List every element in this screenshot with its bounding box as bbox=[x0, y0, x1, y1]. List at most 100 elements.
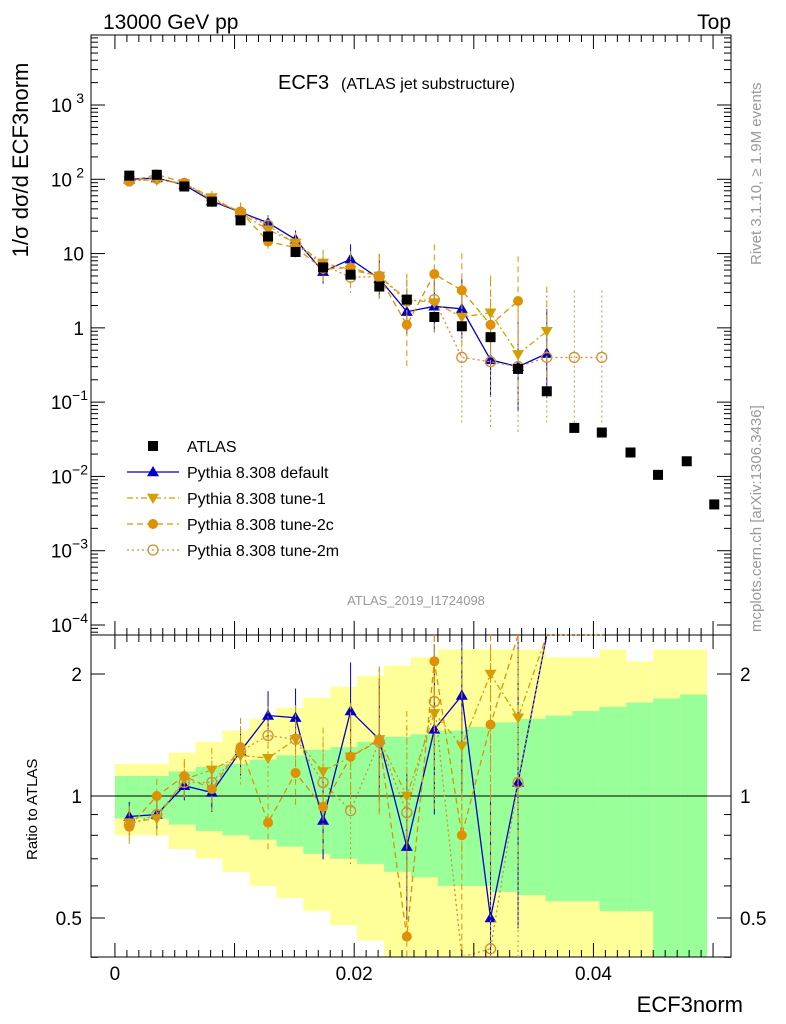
stat-band-bin bbox=[357, 741, 385, 864]
stat-band-bin bbox=[195, 766, 223, 831]
y-tick-label: 10 bbox=[51, 170, 72, 191]
y-tick-label-exp: 3 bbox=[76, 90, 84, 106]
atlas-point bbox=[318, 262, 329, 273]
ratio-point bbox=[289, 733, 302, 745]
atlas-point bbox=[401, 294, 412, 305]
atlas-point bbox=[569, 422, 580, 433]
ratio-point bbox=[373, 736, 385, 748]
y-tick-label-exp: −2 bbox=[72, 461, 88, 477]
ratio-point bbox=[234, 745, 247, 757]
atlas-point bbox=[179, 181, 190, 192]
y-tick-label: 10 bbox=[51, 96, 72, 117]
data-point bbox=[428, 298, 441, 309]
data-point bbox=[541, 351, 553, 364]
legend-label: Pythia 8.308 default bbox=[187, 465, 329, 482]
ratio-point bbox=[344, 705, 357, 716]
ratio-line bbox=[128, 634, 519, 937]
series-layer bbox=[123, 169, 720, 958]
atlas-point bbox=[263, 231, 274, 242]
ratio-uncertainty-bands bbox=[114, 649, 708, 957]
ratio-point bbox=[317, 767, 330, 778]
atlas-point bbox=[485, 332, 496, 343]
atlas-point bbox=[290, 246, 301, 257]
ratio-point bbox=[262, 709, 275, 720]
y-axis-label: 1/σ dσ/d ECF3norm bbox=[8, 63, 33, 258]
stat-band-bin bbox=[653, 698, 681, 957]
atlas-point bbox=[681, 456, 692, 467]
ratio-point bbox=[178, 776, 190, 789]
atlas-point bbox=[596, 427, 607, 438]
atlas-point bbox=[541, 386, 552, 397]
ratio-tick-label-right: 0.5 bbox=[740, 909, 766, 930]
ratio-tick-label-right: 2 bbox=[740, 665, 751, 686]
plot-title: ECF3 bbox=[278, 72, 329, 94]
ratio-point bbox=[484, 669, 497, 680]
atlas-data bbox=[124, 169, 720, 510]
data-point bbox=[401, 319, 412, 330]
ratio-point bbox=[345, 751, 356, 762]
ratio-point bbox=[344, 805, 357, 817]
legend-label: ATLAS bbox=[187, 439, 237, 456]
ratio-point bbox=[484, 943, 497, 955]
rivet-label: Rivet 3.1.10, ≥ 1.9M events bbox=[748, 83, 765, 266]
stat-band-bin bbox=[249, 759, 277, 840]
ratio-tick-label-right: 1 bbox=[740, 787, 751, 808]
stat-band-bin bbox=[572, 711, 600, 902]
ratio-point bbox=[512, 776, 524, 789]
x-tick-label: 0 bbox=[110, 964, 121, 985]
series-line bbox=[129, 179, 548, 356]
ratio-point bbox=[401, 806, 413, 819]
legend-label: Pythia 8.308 tune-1 bbox=[187, 491, 326, 508]
ratio-point bbox=[263, 817, 274, 828]
stat-band-bin bbox=[680, 694, 708, 957]
y-tick-label: 10 bbox=[51, 467, 72, 488]
stat-band-bin bbox=[222, 763, 250, 836]
mcplots-label: mcplots.cern.ch [arXiv:1306.3436] bbox=[748, 405, 765, 632]
ratio-point bbox=[262, 753, 275, 765]
ratio-point bbox=[512, 713, 525, 724]
ratio-point bbox=[206, 776, 218, 789]
stat-band-bin bbox=[437, 730, 465, 886]
atlas-point bbox=[456, 321, 467, 332]
ratio-tick-label: 1 bbox=[71, 787, 82, 808]
y-tick-label: 10 bbox=[63, 245, 84, 266]
x-axis-label-text: ECF3norm bbox=[637, 992, 743, 1017]
plot-subtitle: (ATLAS jet substructure) bbox=[341, 76, 515, 93]
atlas-point bbox=[374, 281, 385, 292]
y-tick-label-exp: −3 bbox=[72, 536, 88, 552]
y-tick-label-exp: 2 bbox=[76, 164, 84, 180]
ratio-tick-label: 2 bbox=[71, 665, 82, 686]
atlas-point bbox=[709, 499, 720, 510]
series-line bbox=[129, 177, 548, 368]
series-line bbox=[129, 173, 519, 327]
ratio-point bbox=[262, 729, 274, 742]
ratio-point bbox=[317, 776, 329, 789]
ratio-point bbox=[484, 912, 497, 923]
ratio-point bbox=[151, 791, 162, 801]
ratio-point bbox=[401, 931, 412, 942]
data-point bbox=[456, 285, 467, 296]
ratio-point bbox=[456, 830, 467, 841]
ratio-axis-label: Ratio to ATLAS bbox=[24, 759, 41, 860]
legend-marker bbox=[147, 466, 159, 477]
stat-band-bin bbox=[114, 776, 142, 819]
ratio-line bbox=[129, 634, 548, 919]
ratio-point bbox=[400, 791, 413, 802]
y-tick-label-exp: −1 bbox=[72, 387, 88, 403]
y-tick-label: 10 bbox=[51, 393, 72, 414]
series-line bbox=[129, 177, 602, 368]
atlas-point bbox=[345, 269, 356, 280]
ratio-line bbox=[129, 634, 548, 824]
atlas-point bbox=[429, 312, 440, 323]
ratio-point bbox=[151, 808, 163, 821]
legend-label: Pythia 8.308 tune-2m bbox=[187, 543, 339, 560]
data-point bbox=[484, 356, 497, 368]
data-point bbox=[456, 351, 468, 364]
legend-label: Pythia 8.308 tune-2c bbox=[187, 517, 334, 534]
atlas-point bbox=[124, 170, 135, 181]
data-point bbox=[485, 319, 496, 330]
atlas-point bbox=[151, 169, 162, 180]
legend-marker bbox=[147, 493, 159, 504]
